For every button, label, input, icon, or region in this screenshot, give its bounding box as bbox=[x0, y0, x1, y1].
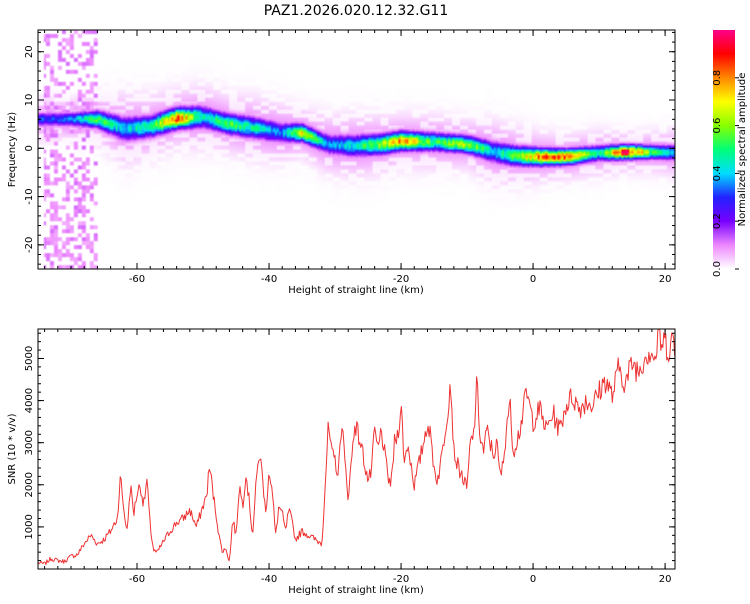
colorbar-tick-label: 0.6 bbox=[712, 118, 723, 134]
spectrogram-y-axis: -20 -10 0 10 20 bbox=[24, 31, 675, 265]
snr-x-tick-label: 20 bbox=[659, 574, 672, 585]
snr-y-tick-label: 2000 bbox=[24, 472, 35, 497]
snr-y-axis: 1000 2000 3000 4000 5000 bbox=[24, 332, 675, 562]
spectrogram-x-tick-label: -20 bbox=[393, 274, 409, 285]
spectrogram-panel: -60 -40 -20 0 20 -20 -10 0 10 20 Height of strai… bbox=[7, 29, 676, 296]
snr-panel: -60 -40 -20 0 20 1000 2000 3000 4000 5000 Height… bbox=[7, 328, 676, 596]
spectrogram-x-axis: -60 -40 -20 0 20 bbox=[44, 30, 672, 285]
colorbar-tick-label: 0.4 bbox=[712, 165, 723, 181]
snr-frame bbox=[37, 328, 676, 570]
spectrogram-heatmap bbox=[38, 30, 675, 269]
spectrogram-x-tick-label: -60 bbox=[129, 274, 145, 285]
snr-x-label: Height of straight line (km) bbox=[288, 585, 424, 596]
snr-y-label: SNR (10 * v/v) bbox=[7, 413, 18, 484]
spectrogram-y-label: Frequency (Hz) bbox=[7, 112, 18, 188]
colorbar-gradient bbox=[713, 30, 735, 269]
colorbar-tick-label: 0.8 bbox=[712, 70, 723, 86]
snr-y-tick-label: 1000 bbox=[24, 514, 35, 539]
snr-x-tick-label: -20 bbox=[393, 574, 409, 585]
snr-x-tick-label: -40 bbox=[261, 574, 277, 585]
spectrogram-y-tick-label: 0 bbox=[24, 145, 35, 151]
snr-x-tick-label: -60 bbox=[129, 574, 145, 585]
spectrogram-x-label: Height of straight line (km) bbox=[288, 285, 424, 296]
spectrogram-frame bbox=[37, 29, 676, 270]
colorbar-label: Normalized spectral amplitude bbox=[737, 73, 748, 227]
snr-plot-area bbox=[38, 329, 675, 569]
spectrogram-x-tick-label: -40 bbox=[261, 274, 277, 285]
colorbar-tick-label: 0.2 bbox=[712, 213, 723, 229]
snr-y-tick-label: 3000 bbox=[24, 430, 35, 455]
colorbar-ticks: 0.0 0.2 0.4 0.6 0.8 bbox=[712, 70, 739, 277]
spectrogram-x-tick-label: 20 bbox=[659, 274, 672, 285]
snr-y-tick-label: 4000 bbox=[24, 388, 35, 413]
snr-x-axis: -60 -40 -20 0 20 bbox=[44, 329, 672, 585]
snr-y-tick-label: 5000 bbox=[24, 346, 35, 371]
snr-series-line bbox=[37, 328, 676, 566]
spectrogram-y-tick-label: 20 bbox=[24, 45, 35, 58]
figure-title: PAZ1.2026.020.12.32.G11 bbox=[264, 3, 449, 19]
snr-x-tick-label: 0 bbox=[530, 574, 536, 585]
colorbar: 0.0 0.2 0.4 0.6 0.8 Normalized spectral ampl… bbox=[712, 30, 748, 277]
spectrogram-y-tick-label: -10 bbox=[24, 188, 35, 204]
spectrogram-y-tick-label: -20 bbox=[24, 237, 35, 253]
spectrogram-x-tick-label: 0 bbox=[530, 274, 536, 285]
spectrogram-y-tick-label: 10 bbox=[24, 94, 35, 107]
colorbar-tick-label: 0.0 bbox=[712, 261, 723, 277]
